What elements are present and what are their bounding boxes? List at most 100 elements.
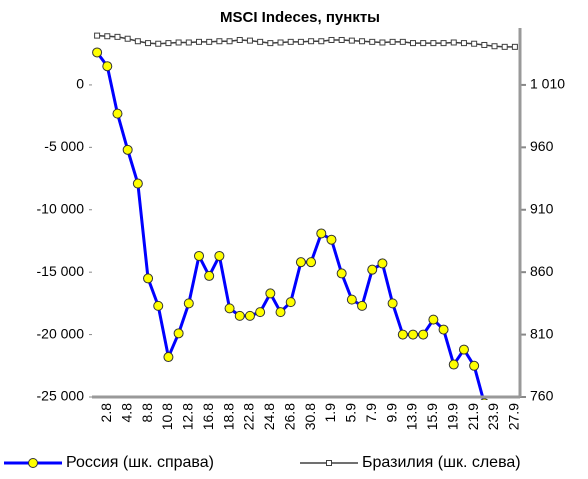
marker xyxy=(328,36,335,43)
marker xyxy=(318,38,325,45)
x-tick-label: 18.8 xyxy=(220,403,236,430)
marker xyxy=(326,234,337,245)
marker xyxy=(285,297,296,308)
x-tick-label: 10.8 xyxy=(159,403,175,430)
marker xyxy=(165,40,172,47)
marker xyxy=(112,108,123,119)
marker xyxy=(480,398,489,400)
marker xyxy=(257,38,264,45)
marker xyxy=(410,40,416,47)
marker xyxy=(511,43,518,50)
y-tick-label: -15 000 xyxy=(37,263,85,279)
marker xyxy=(277,39,284,46)
marker xyxy=(196,38,202,45)
marker xyxy=(104,33,111,40)
marker xyxy=(346,294,357,305)
marker xyxy=(316,228,327,239)
marker xyxy=(175,39,182,46)
marker xyxy=(379,39,386,46)
x-tick-label: 27.9 xyxy=(506,403,522,430)
marker xyxy=(367,264,378,275)
marker xyxy=(224,303,235,314)
legend-label: Бразилия (шк. слева) xyxy=(362,454,521,471)
series-line xyxy=(95,51,486,400)
marker xyxy=(458,344,469,355)
marker xyxy=(153,300,164,311)
x-tick-label: 30.8 xyxy=(302,403,318,430)
marker xyxy=(287,38,294,45)
marker xyxy=(94,32,101,39)
marker xyxy=(234,310,245,321)
marker xyxy=(236,36,243,43)
marker xyxy=(145,40,152,47)
marker xyxy=(308,38,315,45)
x-tick-label: 5.9 xyxy=(343,403,359,423)
marker xyxy=(124,35,131,42)
y-tick-label: -5 000 xyxy=(44,138,84,154)
marker xyxy=(134,38,141,45)
x-tick-label: 8.8 xyxy=(139,403,155,423)
x-tick-label: 16.8 xyxy=(200,403,216,430)
marker xyxy=(306,257,317,268)
x-tick-label: 9.9 xyxy=(383,403,399,423)
x-tick-label: 26.8 xyxy=(281,403,297,430)
legend-label: Россия (шк. справа) xyxy=(66,454,214,471)
marker xyxy=(155,40,162,47)
marker xyxy=(206,38,213,45)
marker xyxy=(336,268,347,279)
y2-tick-label: 860 xyxy=(530,263,554,279)
marker xyxy=(448,359,459,370)
marker xyxy=(244,310,255,321)
x-tick-label: 1.9 xyxy=(322,403,338,423)
x-tick-label: 4.8 xyxy=(118,403,134,423)
marker xyxy=(204,270,215,281)
x-tick-label: 15.9 xyxy=(424,403,440,430)
marker xyxy=(92,47,103,58)
y2-tick-label: 910 xyxy=(530,200,554,216)
marker xyxy=(491,43,498,50)
y2-tick-label: 1 010 xyxy=(530,76,565,92)
x-tick-label: 21.9 xyxy=(465,403,481,430)
marker xyxy=(387,298,398,309)
x-tick-label: 22.8 xyxy=(241,403,257,430)
x-tick-label: 19.9 xyxy=(444,403,460,430)
marker xyxy=(469,360,480,371)
marker xyxy=(185,39,192,46)
marker xyxy=(295,257,306,268)
marker xyxy=(481,41,488,48)
marker xyxy=(348,37,355,44)
x-tick-label: 13.9 xyxy=(404,403,420,430)
y2-tick-label: 760 xyxy=(530,388,554,404)
marker xyxy=(359,38,366,45)
marker xyxy=(297,38,304,45)
marker xyxy=(102,61,113,72)
y2-tick-label: 810 xyxy=(530,325,554,341)
x-tick-label: 7.9 xyxy=(363,403,379,423)
marker xyxy=(216,38,223,45)
marker xyxy=(399,38,406,45)
marker xyxy=(471,40,478,47)
marker xyxy=(122,144,133,155)
marker xyxy=(460,40,467,47)
chart-title: MSCI Indeces, пункты xyxy=(220,9,380,26)
marker xyxy=(173,328,184,339)
marker xyxy=(440,40,447,47)
marker xyxy=(226,38,233,45)
marker xyxy=(338,36,345,43)
marker xyxy=(357,300,368,311)
y-tick-label: -20 000 xyxy=(37,325,85,341)
marker xyxy=(420,40,427,47)
legend-marker xyxy=(326,460,332,466)
marker xyxy=(418,329,429,340)
x-tick-label: 2.8 xyxy=(98,403,114,423)
marker xyxy=(397,329,408,340)
y-tick-label: -10 000 xyxy=(37,200,85,216)
marker xyxy=(114,33,121,40)
marker xyxy=(389,38,396,45)
marker xyxy=(267,40,274,47)
marker xyxy=(450,39,457,46)
marker xyxy=(369,38,376,45)
marker xyxy=(430,40,437,47)
y-tick-label: -25 000 xyxy=(37,388,85,404)
